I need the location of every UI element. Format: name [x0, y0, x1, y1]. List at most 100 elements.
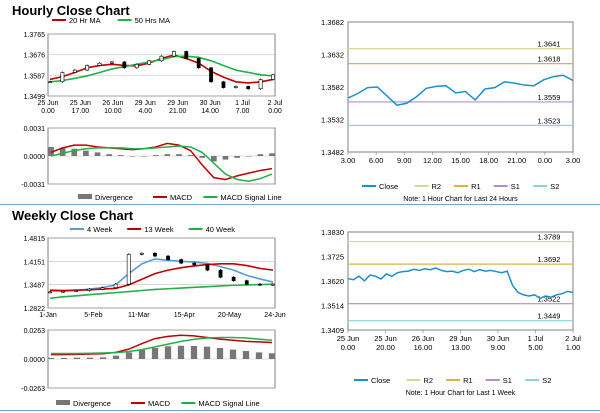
divergence-bar	[199, 156, 206, 158]
series-macd-signal-line	[50, 145, 273, 183]
series-close	[347, 267, 574, 300]
divergence-bar	[269, 153, 275, 156]
x-tick-label: 25 Jun	[337, 334, 360, 343]
price-candle	[85, 65, 90, 71]
divergence-bar	[190, 345, 198, 359]
series-close	[347, 74, 574, 107]
divergence-bar	[83, 150, 89, 156]
level-label-r2: 1.3789	[538, 233, 561, 242]
y-tick-label: 1.3620	[321, 277, 344, 286]
divergence-bar	[187, 155, 194, 156]
legend-label-4-week: 4 Week	[87, 225, 113, 234]
series-macd	[50, 142, 273, 181]
x-tick-label: 2 Jul	[565, 334, 581, 343]
x-tick-label: 16.00	[414, 343, 433, 352]
level-label-s2: 1.3449	[538, 312, 561, 321]
y-tick-label: 1.3682	[321, 18, 344, 27]
x-tick-label: 0.00	[538, 156, 553, 165]
section-divider	[0, 204, 600, 205]
chart-note: Note: 1 Hour Chart for Last 1 Week	[406, 390, 516, 397]
price-candle	[61, 290, 66, 293]
price-candle	[258, 79, 263, 90]
plot-area	[47, 33, 276, 97]
divergence-bar	[59, 147, 66, 156]
legend-label-macd-signal-line: MACD Signal Line	[198, 399, 259, 408]
legend-label-r2: R2	[432, 182, 442, 191]
x-tick-label: 0.00	[341, 343, 356, 352]
divergence-bar	[129, 156, 136, 157]
divergence-bar	[234, 156, 240, 158]
divergence-bar	[176, 154, 182, 156]
price-candle	[271, 283, 275, 286]
price-candle	[221, 81, 226, 88]
divergence-bar	[216, 347, 224, 359]
x-tick-label: 7.00	[236, 108, 250, 115]
x-tick-label: 15-Apr	[174, 312, 196, 319]
price-candle	[244, 280, 249, 285]
x-tick-label: 20.00	[376, 343, 395, 352]
price-candle	[139, 252, 144, 255]
y-tick-label: 0.0031	[24, 126, 46, 133]
y-tick-label: 1.3676	[24, 53, 46, 60]
divergence-bar	[211, 156, 217, 162]
legend-label-macd-signal-line: MACD Signal Line	[220, 193, 281, 202]
price-candle	[147, 60, 152, 65]
divergence-bar	[222, 156, 229, 160]
divergence-bar	[60, 357, 68, 359]
divergence-bar	[86, 357, 94, 359]
chart-note: Note: 1 Hour Chart for Last 24 Hours	[403, 196, 518, 203]
legend-label-20-hr-ma: 20 Hr MA	[69, 16, 101, 25]
x-tick-label: 0.00	[41, 108, 55, 115]
x-tick-label: 6.00	[369, 156, 384, 165]
price-candle	[48, 81, 52, 84]
x-tick-label: 5-Feb	[84, 312, 102, 319]
legend-label-r1: R1	[471, 182, 481, 191]
divergence-bar	[257, 154, 264, 156]
series-macd	[51, 334, 273, 356]
section-title-weekly: Weekly Close Chart	[12, 208, 134, 223]
y-tick-label: 1.3409	[321, 326, 344, 335]
legend-label-s2: S2	[542, 376, 551, 385]
divergence-bar	[125, 352, 133, 359]
divergence-bar	[242, 351, 250, 359]
y-tick-label: 1.3482	[321, 148, 344, 157]
legend-label-r2: R2	[424, 376, 434, 385]
price-candle	[192, 262, 197, 266]
divergence-bar	[94, 152, 101, 156]
level-label-r1: 1.3618	[538, 55, 561, 64]
legend-label-divergence: Divergence	[73, 399, 111, 408]
legend-label-13-week: 13 Week	[144, 225, 174, 234]
level-label-s2: 1.3523	[538, 116, 561, 125]
divergence-bar	[106, 154, 112, 156]
x-tick-label: 1 Jul	[235, 100, 250, 107]
x-tick-label: 20-May	[218, 312, 242, 319]
y-tick-label: 1.3582	[321, 83, 344, 92]
legend-label-s1: S1	[511, 182, 520, 191]
weekly-macd-chart: 0.0263 0.0000 -0.0263 Divergence MACD MACD Si…	[21, 328, 276, 408]
x-tick-label: 9.00	[397, 156, 412, 165]
level-label-s1: 1.3559	[538, 93, 561, 102]
x-tick-label: 25 Jun	[37, 100, 58, 107]
x-tick-label: 4.00	[138, 108, 152, 115]
x-tick-label: 10.00	[104, 108, 122, 115]
price-candle	[110, 61, 114, 64]
divergence-bar	[71, 148, 78, 156]
x-tick-label: 26 Jun	[412, 334, 435, 343]
plot-area	[47, 237, 276, 309]
legend-label-50-hrs-ma: 50 Hrs MA	[135, 16, 170, 25]
y-tick-label: 1.3532	[321, 116, 344, 125]
level-label-r2: 1.3641	[538, 40, 561, 49]
x-tick-label: 26 Jun	[102, 100, 123, 107]
x-tick-label: 25 Jun	[374, 334, 397, 343]
divergence-bar	[177, 345, 185, 359]
price-candle	[134, 64, 139, 69]
legend-label-40-week: 40 Week	[206, 225, 236, 234]
divergence-bar	[48, 146, 54, 156]
price-candle	[205, 264, 210, 271]
price-candle	[72, 69, 77, 73]
y-tick-label: 1.3487	[24, 283, 46, 290]
price-candle	[179, 259, 184, 264]
x-tick-label: 15.00	[451, 156, 470, 165]
divergence-bar	[151, 347, 159, 359]
